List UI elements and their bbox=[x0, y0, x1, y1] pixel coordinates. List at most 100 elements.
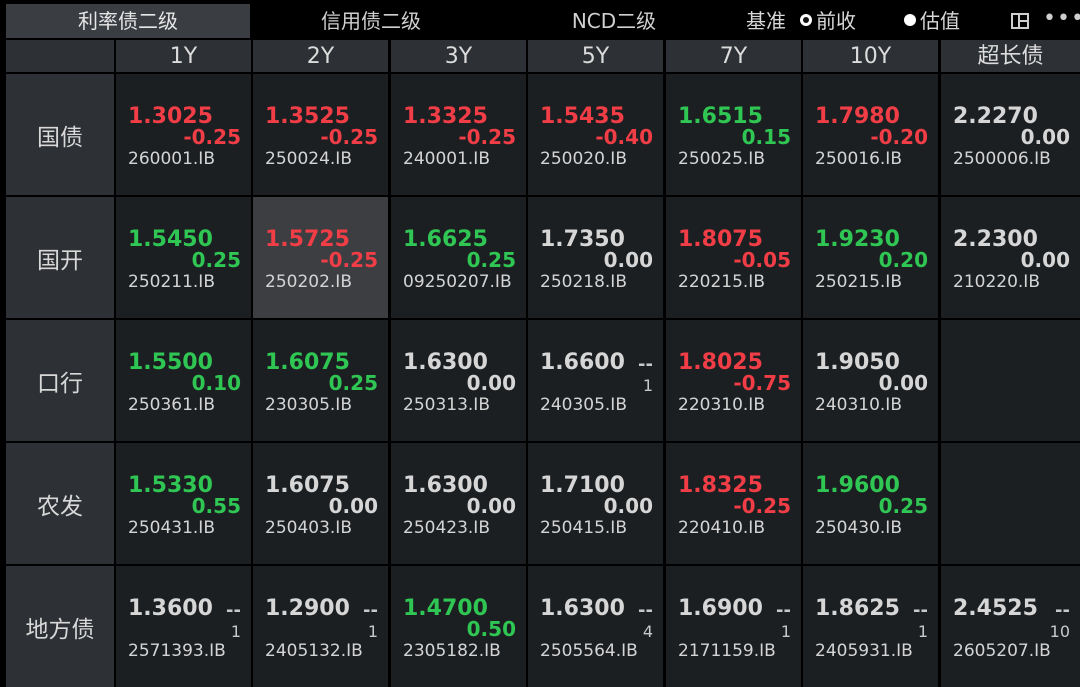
bond-code: 220310.IB bbox=[678, 395, 765, 415]
quote-cell[interactable]: 1.5725 -0.25 250202.IB bbox=[253, 197, 388, 318]
change-value: 0.00 bbox=[466, 494, 516, 518]
quote-cell[interactable]: 2.2300 0.00 210220.IB bbox=[941, 197, 1080, 318]
yield-value: 1.6515 bbox=[678, 104, 763, 129]
quote-cell[interactable]: 1.6900 -- 1 2171159.IB bbox=[666, 566, 801, 687]
bond-code: 2171159.IB bbox=[678, 641, 776, 661]
yield-value: 1.5450 bbox=[128, 227, 213, 252]
quote-cell[interactable]: 1.7980 -0.20 250016.IB bbox=[803, 74, 938, 195]
quote-cell[interactable]: 1.5435 -0.40 250020.IB bbox=[528, 74, 663, 195]
change-value: 0.20 bbox=[878, 248, 928, 272]
bond-code: 250313.IB bbox=[403, 395, 490, 415]
radio-valuation-label: 估值 bbox=[920, 9, 960, 33]
quote-cell[interactable]: 1.7100 0.00 250415.IB bbox=[528, 443, 663, 564]
quote-cell[interactable]: 1.3025 -0.25 260001.IB bbox=[116, 74, 251, 195]
quote-cell[interactable]: 1.5330 0.55 250431.IB bbox=[116, 443, 251, 564]
bond-code: 250215.IB bbox=[815, 272, 902, 292]
tab-ncd-secondary[interactable]: NCD二级 bbox=[571, 9, 657, 33]
quote-count: 1 bbox=[230, 622, 241, 641]
quote-cell[interactable]: 1.6300 0.00 250423.IB bbox=[391, 443, 526, 564]
quote-cell[interactable]: 1.5500 0.10 250361.IB bbox=[116, 320, 251, 441]
yield-value: 1.3525 bbox=[265, 104, 350, 129]
bond-code: 250403.IB bbox=[265, 518, 352, 538]
quote-cell[interactable]: 1.6625 0.25 09250207.IB bbox=[391, 197, 526, 318]
bond-code: 250430.IB bbox=[815, 518, 902, 538]
yield-value: 1.5330 bbox=[128, 473, 213, 498]
change-value: 0.15 bbox=[741, 125, 791, 149]
bond-code: 250024.IB bbox=[265, 149, 352, 169]
yield-value: 1.6300 bbox=[403, 473, 488, 498]
change-value: -0.75 bbox=[733, 371, 791, 395]
quote-cell[interactable]: 1.6075 0.25 230305.IB bbox=[253, 320, 388, 441]
quote-cell[interactable]: 2.4525 -- 10 2605207.IB bbox=[941, 566, 1080, 687]
quote-cell[interactable]: 1.5450 0.25 250211.IB bbox=[116, 197, 251, 318]
change-value: -0.25 bbox=[320, 125, 378, 149]
row-header-3: 农发 bbox=[6, 443, 114, 564]
quote-cell[interactable]: 1.6515 0.15 250025.IB bbox=[666, 74, 801, 195]
quote-cell[interactable]: 1.3325 -0.25 240001.IB bbox=[391, 74, 526, 195]
yield-value: 1.3325 bbox=[403, 104, 488, 129]
quote-cell[interactable]: 1.6300 -- 4 2505564.IB bbox=[528, 566, 663, 687]
layout-icon[interactable] bbox=[1011, 13, 1029, 29]
radio-valuation[interactable]: 估值 bbox=[904, 4, 960, 38]
bond-code: 2605207.IB bbox=[953, 641, 1051, 661]
quote-cell[interactable]: 1.6075 0.00 250403.IB bbox=[253, 443, 388, 564]
yield-value: 1.8325 bbox=[678, 473, 763, 498]
bond-code: 240305.IB bbox=[540, 395, 627, 415]
yield-value: 1.8025 bbox=[678, 350, 763, 375]
quote-count: 1 bbox=[642, 376, 653, 395]
change-value: -0.25 bbox=[183, 125, 241, 149]
quote-cell[interactable]: 1.3525 -0.25 250024.IB bbox=[253, 74, 388, 195]
bond-code: 250218.IB bbox=[540, 272, 627, 292]
yield-value: 1.9600 bbox=[815, 473, 900, 498]
tab-credit-bonds-secondary[interactable]: 信用债二级 bbox=[321, 9, 421, 33]
change-placeholder: -- bbox=[776, 600, 791, 621]
quote-cell[interactable]: 1.6300 0.00 250313.IB bbox=[391, 320, 526, 441]
radio-checked-icon bbox=[800, 14, 812, 26]
bond-code: 210220.IB bbox=[953, 272, 1040, 292]
quote-cell[interactable]: 2.2270 0.00 2500006.IB bbox=[941, 74, 1080, 195]
change-value: 0.25 bbox=[191, 248, 241, 272]
quote-cell[interactable]: 1.8625 -- 1 2405931.IB bbox=[803, 566, 938, 687]
yield-value: 1.9050 bbox=[815, 350, 900, 375]
change-value: -0.25 bbox=[320, 248, 378, 272]
yield-value: 1.7980 bbox=[815, 104, 900, 129]
yield-value: 1.3600 bbox=[128, 596, 213, 621]
quote-cell[interactable]: 1.8075 -0.05 220215.IB bbox=[666, 197, 801, 318]
change-value: -0.25 bbox=[733, 494, 791, 518]
column-header-2: 3Y bbox=[391, 40, 526, 72]
yield-value: 1.6300 bbox=[403, 350, 488, 375]
bond-code: 240310.IB bbox=[815, 395, 902, 415]
quote-count: 4 bbox=[642, 622, 653, 641]
bond-code: 250016.IB bbox=[815, 149, 902, 169]
radio-prev-close[interactable]: 前收 bbox=[800, 4, 856, 38]
matrix-corner bbox=[6, 40, 114, 72]
yield-value: 1.7350 bbox=[540, 227, 625, 252]
bond-code: 250020.IB bbox=[540, 149, 627, 169]
more-icon[interactable]: ••• bbox=[1043, 6, 1080, 31]
quote-cell[interactable]: 1.8325 -0.25 220410.IB bbox=[666, 443, 801, 564]
bond-code: 2505564.IB bbox=[540, 641, 638, 661]
quote-count: 1 bbox=[780, 622, 791, 641]
quote-cell[interactable]: 1.9230 0.20 250215.IB bbox=[803, 197, 938, 318]
quote-cell[interactable]: 1.6600 -- 1 240305.IB bbox=[528, 320, 663, 441]
quote-cell[interactable]: 1.2900 -- 1 2405132.IB bbox=[253, 566, 388, 687]
row-header-2: 口行 bbox=[6, 320, 114, 441]
yield-value: 1.7100 bbox=[540, 473, 625, 498]
quote-cell[interactable]: 1.9050 0.00 240310.IB bbox=[803, 320, 938, 441]
change-value: 0.25 bbox=[466, 248, 516, 272]
quote-cell[interactable]: 1.3600 -- 1 2571393.IB bbox=[116, 566, 251, 687]
column-header-6: 超长债 bbox=[941, 40, 1080, 72]
yield-value: 1.8625 bbox=[815, 596, 900, 621]
tab-rate-bonds-secondary[interactable]: 利率债二级 bbox=[6, 4, 250, 38]
change-value: 0.25 bbox=[878, 494, 928, 518]
quote-cell[interactable]: 1.9600 0.25 250430.IB bbox=[803, 443, 938, 564]
quote-cell bbox=[941, 443, 1080, 564]
change-value: 0.00 bbox=[1020, 248, 1070, 272]
change-value: -0.20 bbox=[870, 125, 928, 149]
column-header-3: 5Y bbox=[528, 40, 663, 72]
bond-code: 250415.IB bbox=[540, 518, 627, 538]
quote-cell[interactable]: 1.4700 0.50 2305182.IB bbox=[391, 566, 526, 687]
quote-cell[interactable]: 1.8025 -0.75 220310.IB bbox=[666, 320, 801, 441]
yield-value: 1.6625 bbox=[403, 227, 488, 252]
quote-cell[interactable]: 1.7350 0.00 250218.IB bbox=[528, 197, 663, 318]
